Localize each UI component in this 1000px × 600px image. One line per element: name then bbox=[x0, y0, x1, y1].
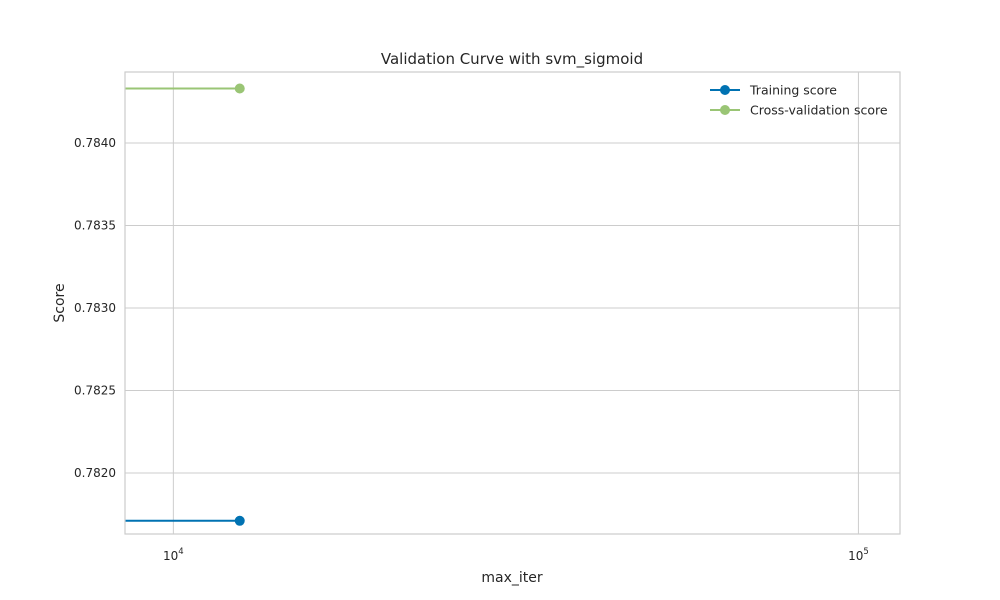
y-tick-labels: 0.7820 0.7825 0.7830 0.7835 0.7840 bbox=[74, 136, 116, 480]
plot-frame bbox=[124, 71, 901, 535]
y-tick-label: 0.7825 bbox=[74, 383, 116, 397]
legend: Training score Cross-validation score bbox=[710, 83, 888, 118]
legend-swatch-marker bbox=[720, 105, 730, 115]
y-tick-label: 0.7830 bbox=[74, 301, 116, 315]
x-tick-base: 10 bbox=[848, 549, 863, 563]
x-tick-exponent: 5 bbox=[863, 547, 868, 557]
legend-swatch-marker bbox=[720, 85, 730, 95]
series-point-1 bbox=[234, 83, 245, 94]
x-tick-label: 104 bbox=[163, 547, 184, 563]
legend-entry-label: Training score bbox=[749, 83, 837, 98]
plot-area bbox=[125, 72, 900, 534]
x-tick-exponent: 4 bbox=[178, 547, 183, 557]
x-axis-label: max_iter bbox=[481, 570, 542, 586]
y-tick-label: 0.7820 bbox=[74, 466, 116, 480]
x-tick-label: 105 bbox=[848, 547, 869, 563]
y-axis-label: Score bbox=[52, 283, 68, 322]
chart-title: Validation Curve with svm_sigmoid bbox=[381, 50, 643, 69]
y-tick-label: 0.7835 bbox=[74, 218, 116, 232]
legend-entry-label: Cross-validation score bbox=[750, 103, 888, 118]
y-gridlines bbox=[125, 142, 900, 474]
y-tick-label: 0.7840 bbox=[74, 136, 116, 150]
series-layer bbox=[125, 83, 245, 526]
x-gridlines bbox=[172, 72, 859, 534]
x-tick-labels: 104 105 bbox=[163, 547, 869, 563]
x-tick-base: 10 bbox=[163, 549, 178, 563]
series-point-0 bbox=[234, 515, 245, 526]
